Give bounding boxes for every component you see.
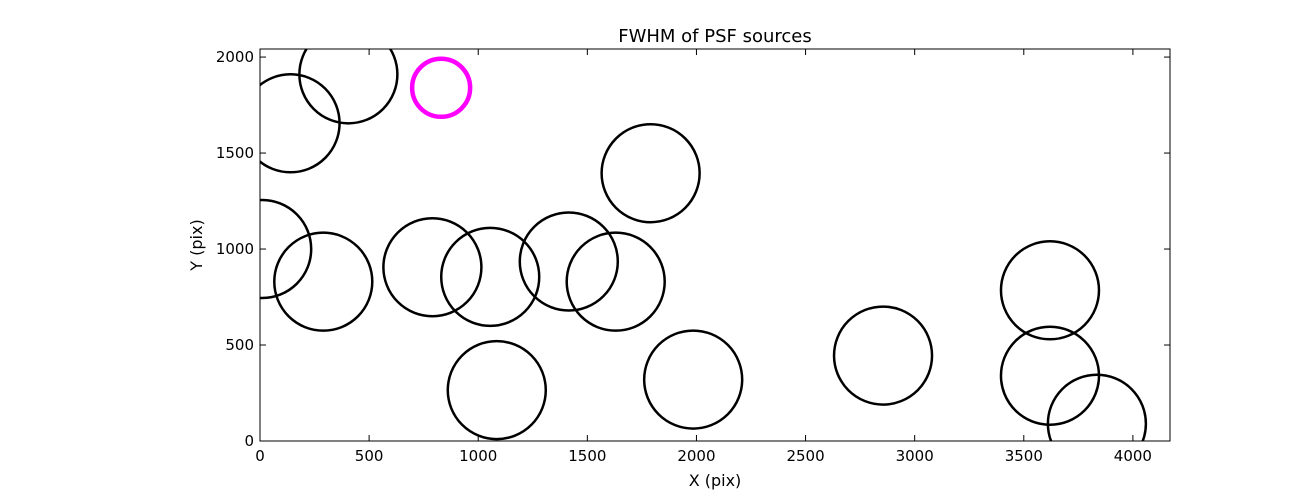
- x-tick-label: 1000: [459, 447, 497, 465]
- marker: [260, 73, 341, 174]
- marker: [565, 231, 666, 332]
- marker: [600, 122, 701, 224]
- y-tick-label: 1000: [216, 240, 254, 258]
- x-tick-label: 0: [255, 447, 265, 465]
- x-axis-label: X (pix): [689, 471, 742, 490]
- marker: [832, 305, 934, 406]
- marker: [439, 226, 541, 328]
- marker: [382, 217, 483, 318]
- y-tick-label: 2000: [216, 48, 254, 66]
- marker: [273, 231, 374, 332]
- plot-area: [260, 49, 1148, 441]
- plot-frame: [259, 48, 1171, 442]
- chart-title: FWHM of PSF sources: [618, 26, 812, 47]
- x-tick-label: 3500: [1005, 447, 1043, 465]
- y-tick-label: 1500: [216, 144, 254, 162]
- marker: [409, 56, 473, 120]
- marker: [1046, 373, 1148, 441]
- x-tick-label: 500: [355, 447, 384, 465]
- marker: [518, 211, 620, 312]
- x-tick-label: 2000: [677, 447, 715, 465]
- x-tick-label: 1500: [568, 447, 606, 465]
- x-tick-label: 4000: [1114, 447, 1152, 465]
- y-axis-label: Y (pix): [187, 219, 206, 271]
- marker: [446, 339, 548, 441]
- marker: [999, 240, 1101, 341]
- marker: [298, 49, 399, 125]
- marker: [260, 198, 313, 300]
- marker: [642, 329, 744, 430]
- x-tick-label: 2500: [786, 447, 824, 465]
- y-tick-label: 0: [244, 432, 254, 450]
- x-tick-label: 3000: [896, 447, 934, 465]
- y-tick-label: 500: [225, 336, 254, 354]
